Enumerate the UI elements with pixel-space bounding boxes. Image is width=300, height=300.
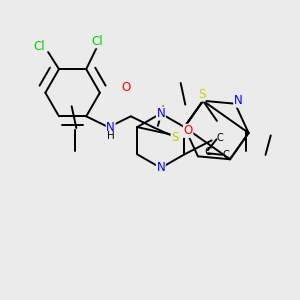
Text: C: C [217, 133, 224, 143]
Text: O: O [184, 124, 193, 137]
Text: N: N [234, 94, 243, 107]
Text: N: N [157, 107, 165, 120]
Text: S: S [171, 131, 178, 144]
Text: C: C [222, 150, 229, 160]
Text: O: O [122, 81, 131, 94]
Text: C: C [204, 147, 211, 157]
Text: S: S [198, 88, 205, 101]
Text: N: N [157, 160, 165, 173]
Text: Cl: Cl [92, 35, 103, 48]
Text: N: N [106, 121, 115, 134]
Text: H: H [107, 131, 115, 141]
Text: Cl: Cl [34, 40, 45, 53]
